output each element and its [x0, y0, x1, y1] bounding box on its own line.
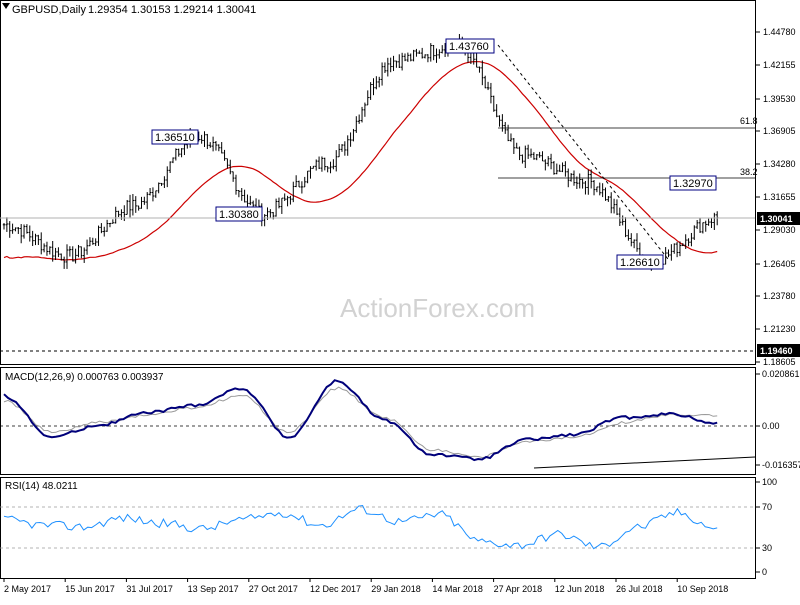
x-tick-label: 26 Jul 2018 [616, 584, 663, 594]
y-tick: 1.21230 [763, 324, 796, 334]
rsi-y-tick: 0 [762, 567, 767, 577]
moving-average-line [3, 60, 718, 261]
support-price-badge: 1.19460 [757, 344, 800, 357]
swing-label-high-1: 1.36510 [151, 129, 199, 145]
macd-label: MACD(12,26,9) 0.000763 0.003937 [5, 372, 164, 383]
svg-text:1.30380: 1.30380 [219, 209, 259, 221]
y-tick: 1.36905 [763, 126, 796, 136]
rsi-line [3, 504, 718, 550]
macd-lines [3, 379, 718, 462]
macd-main-line [3, 379, 718, 462]
time-axis: 2 May 2017 15 Jun 2017 31 Jul 2017 13 Sep 2… [3, 578, 728, 594]
swing-label-high-2: 1.43760 [445, 38, 495, 54]
svg-text:1.30041: 1.30041 [760, 214, 793, 224]
macd-axis: 0.020861 0.00 -0.016357 [755, 369, 800, 470]
y-tick: 1.29030 [763, 225, 796, 235]
fib-61-8-label: 61.8 [740, 116, 758, 126]
collapse-triangle-icon[interactable] [2, 3, 10, 9]
current-price-badge: 1.30041 [757, 212, 800, 225]
x-tick-label: 2 May 2017 [4, 584, 51, 594]
y-tick: 1.42155 [763, 60, 796, 70]
y-tick: 1.23780 [763, 291, 796, 301]
x-tick-label: 14 Mar 2018 [432, 584, 483, 594]
macd-panel [0, 367, 756, 475]
rsi-y-tick: 100 [762, 477, 777, 487]
swing-label-low-1: 1.30380 [215, 206, 263, 222]
rsi-line [3, 504, 718, 550]
symbol-label: GBPUSD,Daily [12, 4, 86, 16]
y-tick: 1.34280 [763, 159, 796, 169]
x-tick-label: 12 Jun 2018 [555, 584, 605, 594]
macd-y-tick: 0.020861 [762, 369, 800, 379]
x-tick-label: 10 Sep 2018 [677, 584, 728, 594]
x-tick-label: 29 Jan 2018 [371, 584, 421, 594]
macd-y-tick: -0.016357 [762, 460, 800, 470]
svg-text:1.43760: 1.43760 [449, 41, 489, 53]
y-tick: 1.31655 [763, 192, 796, 202]
price-panel [0, 0, 756, 365]
svg-text:1.32970: 1.32970 [673, 178, 713, 190]
swing-label-low-2: 1.26610 [616, 254, 664, 270]
fib-38-2-label: 38.2 [740, 167, 758, 177]
y-tick: 1.18605 [763, 357, 796, 367]
svg-text:1.36510: 1.36510 [155, 132, 195, 144]
x-tick-label: 15 Jun 2017 [65, 584, 115, 594]
rsi-y-tick: 30 [762, 543, 772, 553]
ohlc-values: 1.29354 1.30153 1.29214 1.30041 [88, 4, 256, 16]
price-axis: 1.44780 1.42155 1.39530 1.36905 1.34280 … [755, 27, 796, 367]
x-tick-label: 27 Apr 2018 [494, 584, 543, 594]
rsi-label: RSI(14) 48.0211 [5, 481, 78, 492]
rsi-y-tick: 70 [762, 502, 772, 512]
svg-text:1.26610: 1.26610 [620, 257, 660, 269]
y-tick: 1.39530 [763, 94, 796, 104]
x-tick-label: 13 Sep 2017 [188, 584, 239, 594]
x-tick-label: 12 Dec 2017 [310, 584, 361, 594]
swing-label-high-3: 1.32970 [669, 175, 717, 191]
x-tick-label: 27 Oct 2017 [249, 584, 298, 594]
y-tick: 1.44780 [763, 27, 796, 37]
svg-text:1.19460: 1.19460 [760, 346, 793, 356]
x-tick-label: 31 Jul 2017 [126, 584, 173, 594]
candles-layer [2, 34, 719, 271]
y-tick: 1.26405 [763, 259, 796, 269]
rsi-panel [0, 477, 756, 579]
macd-y-tick: 0.00 [762, 421, 780, 431]
watermark: ActionForex.com [340, 293, 535, 323]
moving-average-layer [3, 60, 718, 261]
rsi-axis: 100 70 30 0 [755, 477, 777, 577]
macd-trendline [533, 456, 756, 469]
